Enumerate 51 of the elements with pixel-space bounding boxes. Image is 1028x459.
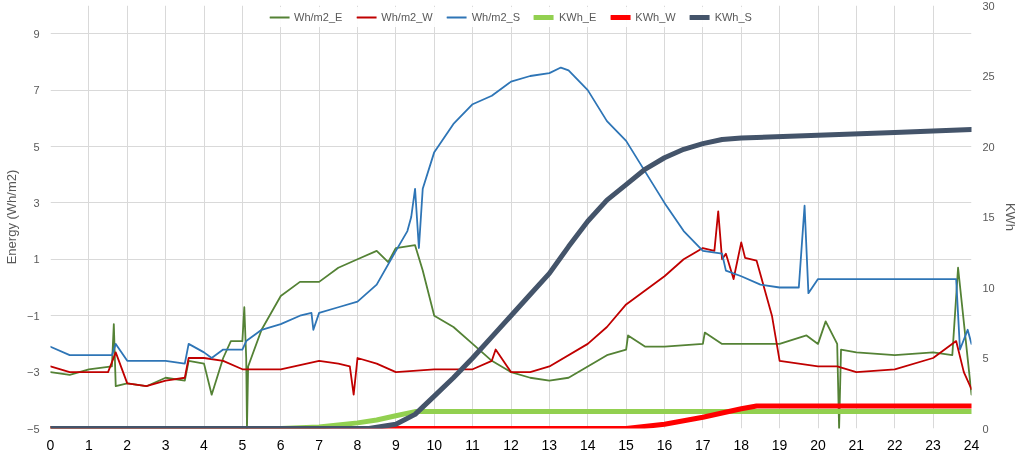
y2-tick-label: 0 <box>982 422 989 435</box>
x-tick-label: 23 <box>925 436 942 453</box>
y2-tick-label: 15 <box>982 211 995 223</box>
x-tick-label: 22 <box>886 436 903 453</box>
y-tick-label: −3 <box>26 366 40 379</box>
line-series <box>50 210 972 396</box>
y2-axis-title: KWh <box>1002 202 1018 232</box>
legend-label: Wh/m2_W <box>381 11 433 23</box>
legend-label: KWh_E <box>559 11 597 23</box>
x-tick-label: 14 <box>579 436 596 453</box>
x-tick-label: 24 <box>963 436 980 453</box>
legend-label: Wh/m2_E <box>294 11 343 23</box>
x-tick-label: 16 <box>656 436 673 453</box>
y-tick-label: −1 <box>26 309 40 322</box>
x-tick-label: 4 <box>200 436 209 453</box>
y-tick-label: 7 <box>33 84 40 97</box>
y-tick-label: 5 <box>33 140 40 153</box>
y2-tick-label: 25 <box>982 70 995 82</box>
y-tick-label: 9 <box>33 27 40 40</box>
x-tick-label: 18 <box>733 436 750 453</box>
x-tick-label: 5 <box>238 436 247 453</box>
x-tick-label: 8 <box>353 436 362 453</box>
x-tick-label: 9 <box>391 436 400 453</box>
x-tick-label: 3 <box>161 436 170 453</box>
x-tick-label: 13 <box>541 436 558 453</box>
x-tick-label: 21 <box>848 436 865 453</box>
legend-label: Wh/m2_S <box>471 11 520 23</box>
y2-tick-label: 10 <box>982 281 995 294</box>
y2-tick-label: 30 <box>982 0 995 12</box>
y-tick-label: −5 <box>26 422 40 435</box>
x-tick-label: 17 <box>695 436 711 453</box>
legend-label: KWh_W <box>635 11 676 23</box>
x-tick-label: 19 <box>771 436 788 453</box>
x-tick-label: 1 <box>84 436 93 453</box>
x-tick-label: 20 <box>810 436 826 453</box>
y2-tick-label: 5 <box>982 352 989 364</box>
x-tick-label: 10 <box>426 436 443 453</box>
x-tick-label: 11 <box>465 436 481 453</box>
x-tick-label: 2 <box>123 436 132 453</box>
x-tick-label: 15 <box>618 436 635 453</box>
x-tick-label: 12 <box>503 436 519 453</box>
x-tick-label: 7 <box>315 436 324 453</box>
line-series <box>50 66 972 365</box>
y-axis-title: Energy (Wh/m2) <box>3 169 19 265</box>
y-tick-label: 1 <box>33 253 40 266</box>
x-tick-label: 0 <box>46 436 55 453</box>
x-tick-label: 6 <box>276 436 285 453</box>
legend-label: KWh_S <box>714 11 752 23</box>
y2-tick-label: 20 <box>982 140 995 153</box>
y-tick-label: 3 <box>33 196 40 209</box>
line-series <box>50 244 972 429</box>
